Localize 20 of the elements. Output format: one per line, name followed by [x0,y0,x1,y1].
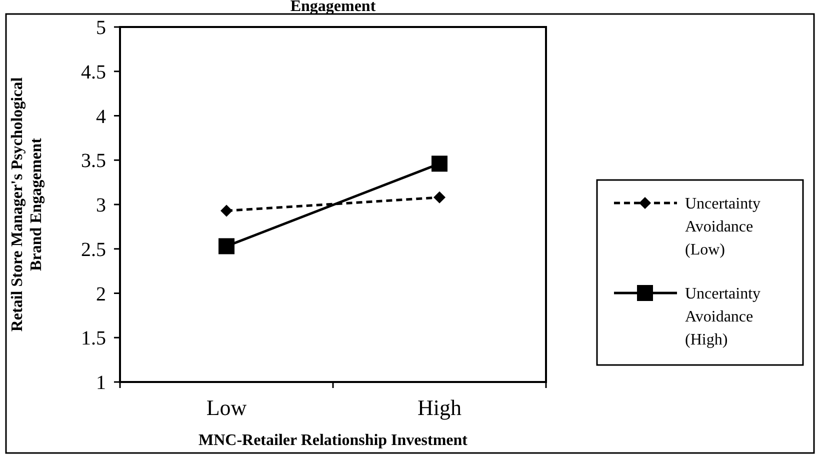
x-axis-title: MNC-Retailer Relationship Investment [198,432,468,449]
point [434,191,446,204]
y-tick-label: 4 [96,106,106,128]
y-tick-label: 1 [96,372,106,394]
point [220,204,232,217]
y-axis-title: Retail Store Manager's Psychological Brand Engagement [9,76,45,332]
y-tick-label: 2.5 [81,238,106,261]
y-tick-label: 3 [96,194,106,216]
legend-label: Uncertainty Avoidance (Low) [685,196,761,259]
chart-title: Engagement [290,0,376,15]
point [432,156,448,172]
y-tick-label: 3.5 [81,150,106,172]
y-tick-label: 2 [96,283,106,306]
y-tick-label: 5 [96,17,106,39]
x-tick-label: High [418,395,462,420]
point [218,238,234,254]
y-tick-label: 4.5 [81,61,106,84]
x-tick-label: Low [206,395,247,420]
y-tick-label: 1.5 [81,328,106,350]
legend-label: Uncertainty Avoidance (High) [685,286,761,349]
